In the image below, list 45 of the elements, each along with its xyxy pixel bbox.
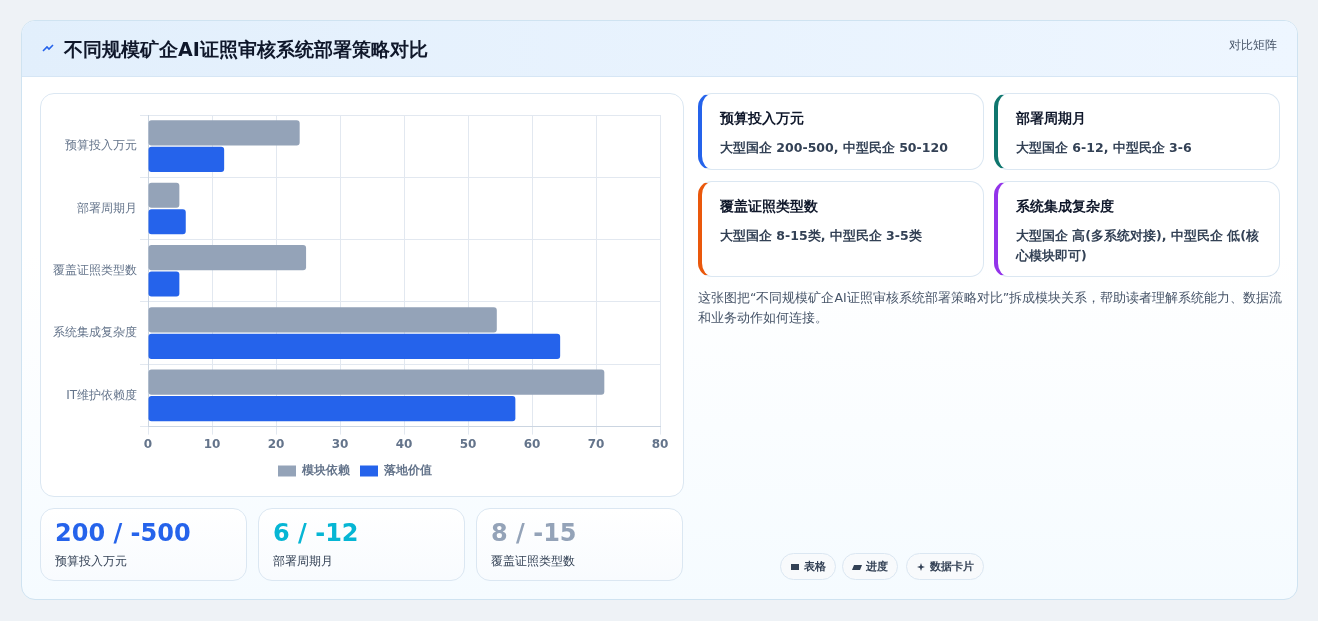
x-tick-label: 0 bbox=[143, 436, 153, 451]
text: 数据卡片 bbox=[930, 559, 974, 574]
text: 覆盖证照类型数 bbox=[720, 198, 818, 216]
bar bbox=[148, 120, 300, 146]
text: 大型国企 6-12, 中型民企 3-6 bbox=[1016, 139, 1193, 157]
bar bbox=[148, 271, 180, 297]
text: 大型国企 200-500, 中型民企 50-120 bbox=[720, 139, 949, 157]
x-tick-label: 50 bbox=[459, 436, 477, 451]
text: 覆盖证照类型数 bbox=[491, 554, 575, 569]
text: 预算投入万元 bbox=[720, 110, 804, 128]
text: 部署周期月 bbox=[273, 554, 333, 569]
bar bbox=[148, 369, 605, 395]
y-tick-label: 系统集成复杂度 bbox=[53, 325, 137, 340]
text: 大型国企 高(多系统对接), 中型民企 低(核心模块即可) bbox=[1016, 227, 1260, 265]
y-tick-label: 覆盖证照类型数 bbox=[53, 262, 137, 277]
y-tick-label: IT维护依赖度 bbox=[66, 387, 137, 402]
y-tick-label: 部署周期月 bbox=[77, 200, 137, 215]
bar bbox=[148, 146, 225, 172]
y-tick-label: 预算投入万元 bbox=[65, 138, 137, 153]
bar bbox=[148, 307, 497, 333]
bar bbox=[148, 209, 186, 235]
chart-title: 不同规模矿企AI证照审核系统部署策略对比 bbox=[64, 37, 428, 62]
text: 对比矩阵 bbox=[1229, 37, 1277, 54]
bar bbox=[148, 244, 307, 271]
text: 这张图把“不同规模矿企AI证照审核系统部署策略对比”拆成模块关系，帮助读者理解系统能力、数据流和业务动作如何连接。 bbox=[698, 289, 1284, 327]
text: 200 / -500 bbox=[55, 519, 191, 547]
legend-label: 落地价值 bbox=[383, 463, 432, 478]
text: 8 / -15 bbox=[491, 519, 577, 547]
x-tick-label: 20 bbox=[267, 436, 285, 451]
text: 大型国企 8-15类, 中型民企 3-5类 bbox=[720, 227, 923, 245]
x-tick-label: 10 bbox=[203, 436, 221, 451]
x-tick-label: 70 bbox=[587, 436, 605, 451]
bar bbox=[148, 333, 561, 359]
legend-label: 模块依赖 bbox=[301, 463, 351, 478]
text: 进度 bbox=[866, 559, 888, 574]
text: 6 / -12 bbox=[273, 519, 359, 547]
text: 系统集成复杂度 bbox=[1016, 198, 1114, 216]
x-tick-label: 40 bbox=[395, 436, 413, 451]
bar bbox=[148, 182, 180, 208]
x-tick-label: 80 bbox=[651, 436, 669, 451]
text: 部署周期月 bbox=[1016, 110, 1086, 128]
x-tick-label: 30 bbox=[331, 436, 349, 451]
x-tick-label: 60 bbox=[523, 436, 541, 451]
bar bbox=[148, 396, 516, 422]
text: 表格 bbox=[804, 559, 826, 574]
